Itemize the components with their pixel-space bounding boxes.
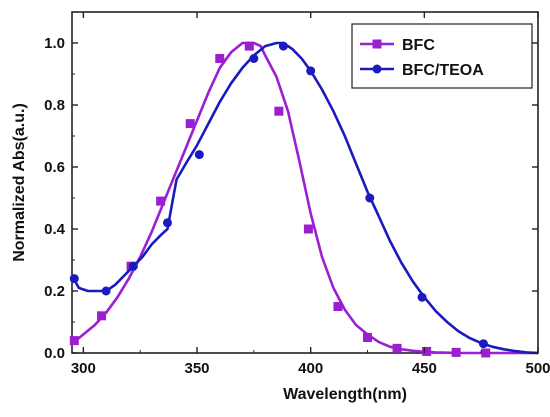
legend-label-bfc-teoa: BFC/TEOA <box>402 62 484 79</box>
legend-box <box>351 23 533 89</box>
x-axis-label: Wavelength(nm) <box>283 386 407 403</box>
data-point-bfc <box>333 302 343 311</box>
data-point-bfc <box>392 343 402 353</box>
data-point-bfc-teoa <box>69 274 79 284</box>
x-tick-label: 450 <box>412 360 437 377</box>
y-tick-label: 0.4 <box>44 221 66 238</box>
data-point-bfc <box>422 346 432 356</box>
x-axis-ticks: 300 350 400 450 500 <box>71 12 550 377</box>
legend-label-bfc: BFC <box>402 37 435 54</box>
data-point-bfc-teoa <box>365 193 375 203</box>
data-point-bfc <box>185 119 195 129</box>
legend: BFC BFC/TEOA <box>351 23 533 89</box>
series-line-bfc-teoa <box>70 41 539 355</box>
data-point-bfc-teoa <box>478 339 488 349</box>
y-tick-label: 0.0 <box>44 345 65 362</box>
data-point-bfc-teoa <box>249 54 259 63</box>
data-point-bfc-teoa <box>306 66 316 76</box>
data-point-bfc-teoa <box>101 286 111 296</box>
y-tick-label: 0.6 <box>44 159 65 176</box>
data-point-bfc <box>97 311 107 321</box>
x-tick-label: 300 <box>71 360 96 377</box>
y-axis-label: Normalized Abs(a.u.) <box>11 103 28 262</box>
data-point-bfc-teoa <box>162 218 172 228</box>
series-line-bfc <box>71 41 538 355</box>
data-point-bfc <box>274 106 284 116</box>
data-point-bfc <box>481 348 491 358</box>
data-point-bfc-teoa <box>417 292 427 302</box>
plot-area <box>69 11 539 358</box>
x-tick-label: 350 <box>185 360 210 377</box>
y-tick-label: 1.0 <box>44 35 65 52</box>
data-point-bfc-teoa <box>194 150 204 160</box>
plot-frame <box>71 11 539 354</box>
series-bfc-teoa <box>69 41 539 355</box>
x-tick-label: 400 <box>298 360 323 377</box>
data-point-bfc-teoa <box>278 41 288 51</box>
data-point-bfc <box>363 333 373 342</box>
data-point-bfc <box>215 54 225 63</box>
x-tick-label: 500 <box>525 360 550 377</box>
y-axis-ticks: 0.0 0.2 0.4 0.6 0.8 1.0 <box>44 11 538 362</box>
legend-marker-bfc <box>372 39 382 49</box>
series-bfc <box>69 41 538 358</box>
data-point-bfc <box>303 224 313 234</box>
y-tick-label: 0.2 <box>44 283 65 300</box>
y-tick-label: 0.8 <box>44 97 65 114</box>
data-point-bfc <box>69 336 79 346</box>
data-point-bfc <box>451 347 461 357</box>
data-point-bfc <box>244 41 254 51</box>
legend-marker-bfc-teoa <box>372 64 382 74</box>
data-point-bfc-teoa <box>128 261 138 271</box>
data-point-bfc <box>156 196 166 206</box>
